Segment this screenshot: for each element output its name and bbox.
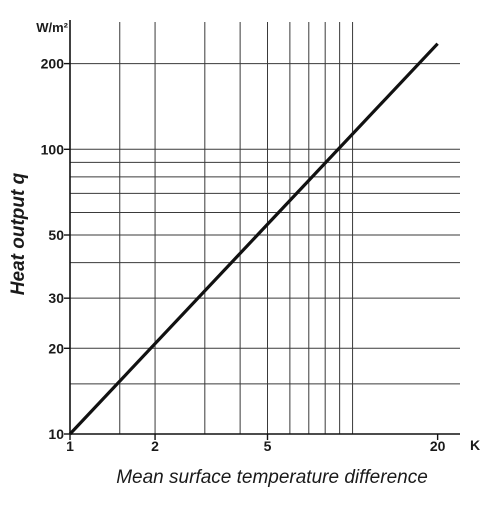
y-unit-label: W/m² [36,20,68,35]
x-tick-label: 5 [264,438,272,454]
x-unit-label: K [470,437,480,453]
tick-labels: 1 2 5 20 10 20 30 50 100 200 [41,56,446,454]
data-series [68,42,439,436]
y-tick-label: 20 [48,340,64,356]
x-axis-title: Mean surface temperature difference [116,467,428,488]
y-tick-label: 200 [41,56,65,72]
x-tick-label: 20 [430,438,446,454]
y-tick-label: 50 [48,227,64,243]
y-tick-label: 10 [48,426,64,442]
y-tick-label: 30 [48,290,64,306]
heat-output-line [68,42,439,436]
y-axis-title: Heat output q [8,172,29,295]
y-tick-label: 100 [41,141,65,157]
x-tick-label: 2 [151,438,159,454]
axes [64,20,460,440]
grid-lines [70,22,460,434]
x-tick-label: 1 [66,438,74,454]
